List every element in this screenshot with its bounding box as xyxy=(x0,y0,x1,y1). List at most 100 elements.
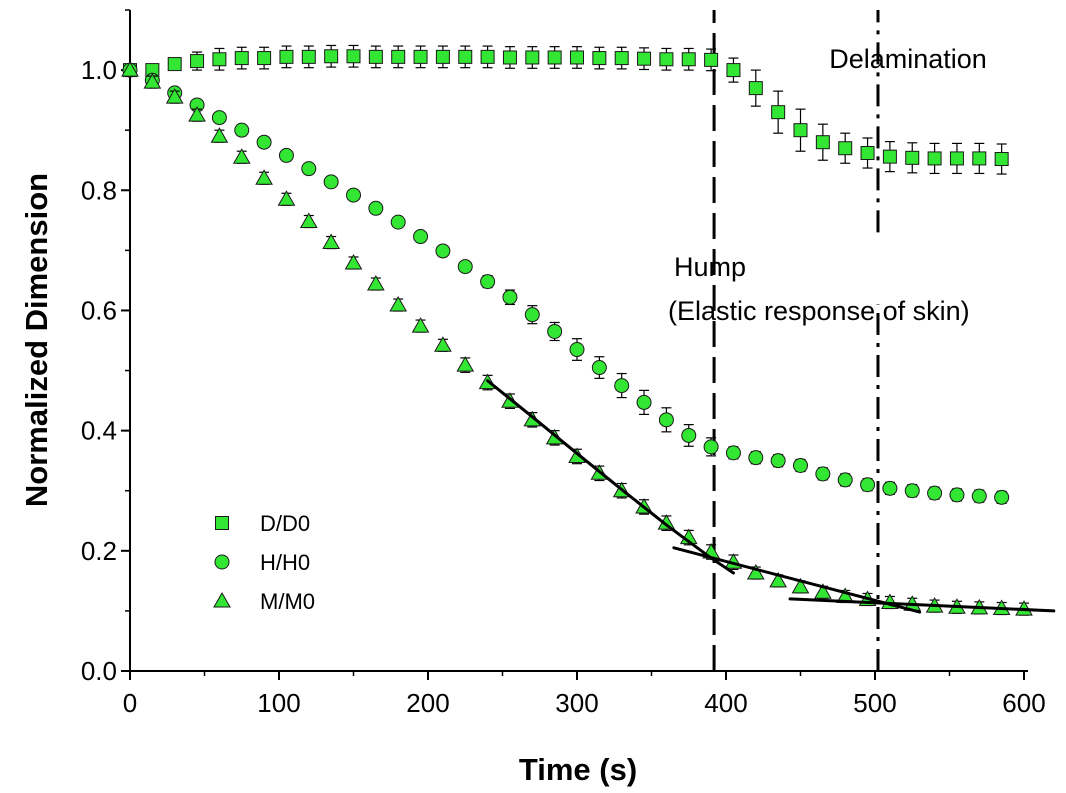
data-point xyxy=(480,49,495,64)
data-point xyxy=(704,52,719,67)
fit-line xyxy=(672,546,922,614)
annotations: Delamination Hump (Elastic response of ski… xyxy=(668,44,987,326)
data-point xyxy=(838,141,853,156)
data-point xyxy=(121,61,139,77)
data-point xyxy=(232,148,251,164)
data-point xyxy=(927,485,943,501)
data-point xyxy=(793,123,808,138)
data-point xyxy=(815,135,830,150)
annotation-delamination: Delamination xyxy=(829,44,987,74)
y-tick-label: 1.0 xyxy=(81,55,117,85)
data-point xyxy=(322,233,341,250)
data-point xyxy=(725,445,741,461)
data-point xyxy=(524,307,540,323)
data-point xyxy=(813,583,832,599)
y-tick-label: 0.4 xyxy=(81,416,117,446)
data-point xyxy=(188,106,206,122)
data-point xyxy=(411,317,430,333)
data-point xyxy=(614,51,629,66)
data-point xyxy=(299,212,318,229)
fit-line xyxy=(788,597,1056,613)
data-point xyxy=(279,49,294,64)
data-point xyxy=(277,190,296,206)
data-point xyxy=(457,259,473,275)
data-point xyxy=(301,49,316,64)
legend-marker xyxy=(214,554,230,570)
data-point xyxy=(591,360,607,376)
y-tick-label: 0.8 xyxy=(81,175,117,205)
data-point xyxy=(681,427,697,443)
data-point xyxy=(659,52,674,67)
data-point xyxy=(165,88,184,104)
data-point xyxy=(547,323,563,339)
data-point xyxy=(458,49,473,64)
data-point xyxy=(769,571,788,588)
data-point xyxy=(949,151,964,166)
data-point xyxy=(793,457,808,473)
legend-label: D/D0 xyxy=(260,511,310,536)
data-point xyxy=(344,253,363,270)
data-point xyxy=(210,127,229,143)
data-point xyxy=(658,412,674,428)
data-point xyxy=(167,57,182,72)
data-point xyxy=(748,81,763,96)
data-point xyxy=(746,564,765,580)
legend-marker xyxy=(215,516,229,530)
legend-label: H/H0 xyxy=(260,550,310,575)
data-point xyxy=(323,174,339,190)
legend-marker xyxy=(213,591,231,608)
data-point xyxy=(770,453,786,469)
data-point xyxy=(413,229,429,245)
data-point xyxy=(389,296,408,312)
data-point xyxy=(860,477,876,493)
data-point xyxy=(927,151,942,166)
x-tick-label: 500 xyxy=(853,688,896,718)
y-axis-title: Normalized Dimension xyxy=(19,173,54,507)
legend-label: M/M0 xyxy=(260,589,315,614)
data-point xyxy=(570,50,584,65)
data-point xyxy=(882,480,898,496)
x-tick-label: 600 xyxy=(1002,688,1045,718)
data-point xyxy=(949,487,965,503)
x-tick-label: 400 xyxy=(704,688,747,718)
data-point xyxy=(413,49,428,64)
data-point xyxy=(435,243,451,259)
data-point xyxy=(143,73,162,89)
data-series xyxy=(121,44,1033,616)
data-point xyxy=(614,378,630,394)
x-axis-title: Time (s) xyxy=(519,752,637,787)
data-point xyxy=(748,450,764,466)
data-point xyxy=(971,488,987,504)
data-point xyxy=(480,274,496,290)
data-point xyxy=(791,577,810,594)
fit-lines xyxy=(486,379,1056,614)
data-point xyxy=(255,169,273,185)
data-point xyxy=(456,356,475,372)
data-point xyxy=(569,342,585,358)
data-point xyxy=(502,289,518,305)
series-h-h0 xyxy=(122,62,1010,505)
data-point xyxy=(368,49,383,64)
annotation-hump: Hump xyxy=(674,252,746,282)
data-point xyxy=(368,200,384,216)
y-tick-label: 0.6 xyxy=(81,295,117,325)
x-tick-label: 100 xyxy=(257,688,300,718)
data-point xyxy=(882,149,897,164)
data-point xyxy=(234,122,250,138)
data-point xyxy=(257,51,272,66)
data-point xyxy=(994,489,1010,505)
data-point xyxy=(636,394,652,410)
data-point xyxy=(434,336,452,352)
data-point xyxy=(324,49,339,64)
data-point xyxy=(637,51,652,66)
x-tick-label: 200 xyxy=(406,688,449,718)
data-point xyxy=(905,150,920,165)
data-point xyxy=(211,110,227,126)
data-point xyxy=(592,51,607,66)
fit-line xyxy=(486,379,735,575)
data-point xyxy=(972,151,987,166)
data-point xyxy=(815,466,831,482)
data-point xyxy=(703,439,719,455)
data-point xyxy=(904,483,920,499)
